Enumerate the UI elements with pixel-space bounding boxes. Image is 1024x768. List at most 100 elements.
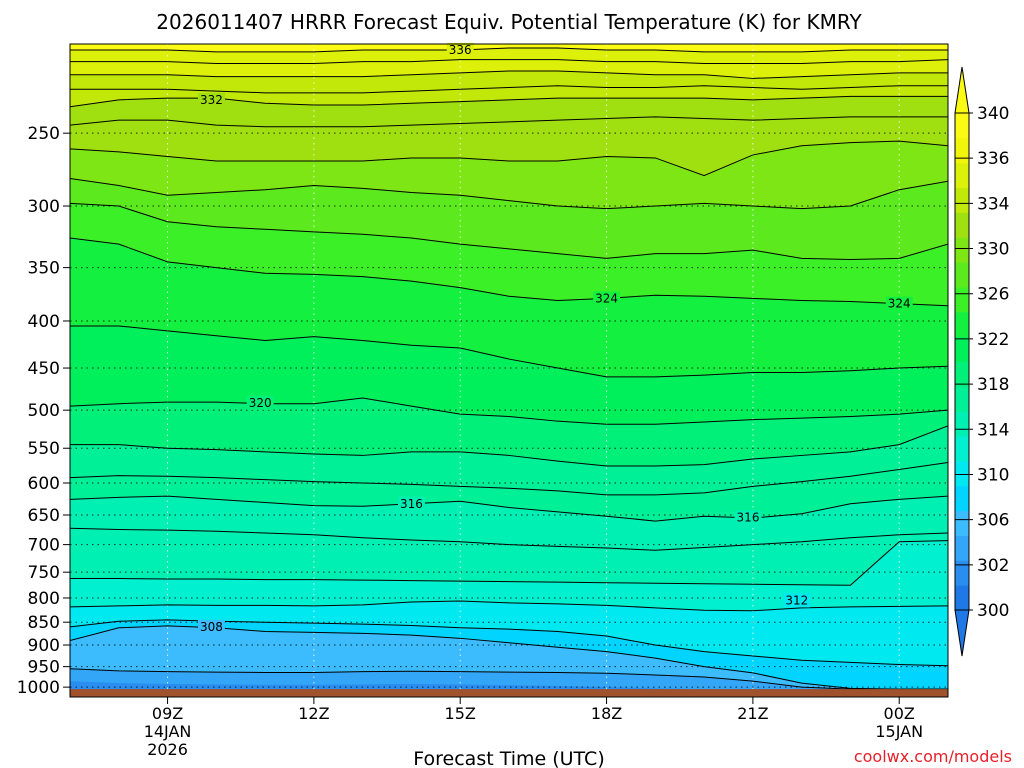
y-tick-label: 500 (28, 401, 60, 421)
contour-label-bg (198, 619, 225, 634)
contour-label-bg (397, 496, 425, 511)
colorbar-segment (955, 485, 969, 512)
x-tick-label: 15Z (445, 704, 476, 723)
y-tick-label: 850 (28, 613, 60, 633)
colorbar-label: 302 (977, 556, 1009, 576)
y-tick-label: 950 (28, 658, 60, 678)
colorbar-label: 330 (977, 240, 1009, 260)
contour-316 (70, 495, 948, 522)
colorbar-label: 334 (977, 194, 1009, 214)
colorbar-label: 306 (977, 511, 1009, 531)
colorbar-segment (955, 162, 969, 189)
y-axis: 250 300 350 400 450 500 550 600 650 700 750 800 850 9… (17, 124, 70, 698)
x-tick-label: 00Z (884, 704, 915, 723)
colorbar-label: 310 (977, 465, 1009, 485)
plot-ground (70, 689, 948, 697)
contour-label-bg (593, 291, 621, 306)
plot-contour-labels: 336 332 324 324 320 316 316 312 308 (198, 42, 913, 634)
contour-label: 312 (785, 593, 808, 607)
contour-318 (70, 425, 948, 467)
y-tick-label: 600 (28, 474, 60, 494)
contour-label: 320 (249, 396, 272, 410)
contour-334 (70, 70, 948, 79)
colorbar-label: 340 (977, 104, 1009, 124)
contour-322 (70, 325, 948, 378)
colorbar-label: 322 (977, 330, 1009, 350)
contour-label-bg (734, 510, 762, 525)
y-tick-label: 450 (28, 359, 60, 379)
colorbar-segment (955, 535, 969, 561)
colorbar-segment (955, 386, 969, 412)
colorbar-top-arrow (954, 66, 970, 114)
contour-324 (70, 237, 948, 307)
contour-label-bg (246, 395, 274, 410)
colorbar-segment (955, 336, 969, 362)
contour-312 (70, 600, 948, 612)
chart-title: 2026011407 HRRR Forecast Equiv. Potentia… (156, 10, 862, 34)
x-axis-label: Forecast Time (UTC) (413, 748, 604, 768)
colorbar-segment (955, 585, 969, 611)
colorbar: 340 336 334 330 326 322 318 314 310 306 302 300 (954, 66, 1009, 657)
contour-315 (70, 527, 948, 551)
colorbar-segment (955, 460, 969, 487)
x-tick-label: 21Z (737, 704, 768, 723)
contour-label: 336 (449, 43, 472, 57)
contour-333 (70, 85, 948, 94)
colorbar-bottom-arrow (954, 609, 970, 657)
contour-328 (70, 177, 948, 210)
contour-label: 324 (888, 297, 911, 311)
contour-label: 324 (595, 291, 618, 305)
x-tick-label: 14JAN (144, 722, 192, 741)
contour-330 (70, 140, 948, 177)
y-tick-label: 550 (28, 439, 60, 459)
plot-frame (69, 43, 949, 698)
colorbar-segment (955, 187, 969, 213)
plot-fill (70, 44, 948, 697)
colorbar-label: 300 (977, 601, 1009, 621)
y-tick-label: 1000 (17, 678, 60, 698)
x-tick-label: 18Z (591, 704, 622, 723)
contour-label-bg (198, 92, 225, 107)
colorbar-segment (955, 262, 969, 288)
contour-label-bg (446, 42, 474, 57)
contour-314 (70, 540, 948, 586)
contour-label: 316 (737, 510, 760, 524)
contour-317 (70, 462, 948, 496)
x-tick-label: 15JAN (875, 722, 923, 741)
colorbar-segment (955, 510, 969, 536)
x-tick-label: 09Z (152, 704, 183, 723)
y-tick-label: 400 (28, 312, 60, 332)
contour-label: 308 (200, 620, 223, 634)
contour-320 (70, 397, 948, 425)
y-tick-label: 250 (28, 124, 60, 144)
y-tick-label: 650 (28, 506, 60, 526)
contour-331 (70, 116, 948, 128)
colorbar-segment (955, 411, 969, 437)
contour-label-bg (783, 593, 811, 608)
y-tick-label: 700 (28, 536, 60, 556)
colorbar-segment (955, 436, 969, 462)
colorbar-label: 314 (977, 420, 1009, 440)
contour-335 (70, 59, 948, 64)
ground-surface (70, 689, 948, 697)
colorbar-segment (955, 113, 969, 139)
contour-label: 332 (200, 93, 223, 107)
x-tick-label: 12Z (298, 704, 329, 723)
y-tick-label: 900 (28, 636, 60, 656)
colorbar-segment (955, 311, 969, 338)
y-tick-label: 750 (28, 563, 60, 583)
colorbar-label: 326 (977, 285, 1009, 305)
colorbar-segment (955, 237, 969, 263)
colorbar-label: 318 (977, 375, 1009, 395)
contour-label: 316 (400, 497, 423, 511)
colorbar-segment (955, 361, 969, 387)
contour-336 (70, 47, 948, 53)
colorbar-label: 336 (977, 149, 1009, 169)
y-tick-label: 300 (28, 197, 60, 217)
contour-label-bg (885, 296, 913, 311)
y-tick-label: 800 (28, 589, 60, 609)
colorbar-segment (955, 286, 969, 313)
credit-text: coolwx.com/models (854, 747, 1012, 766)
